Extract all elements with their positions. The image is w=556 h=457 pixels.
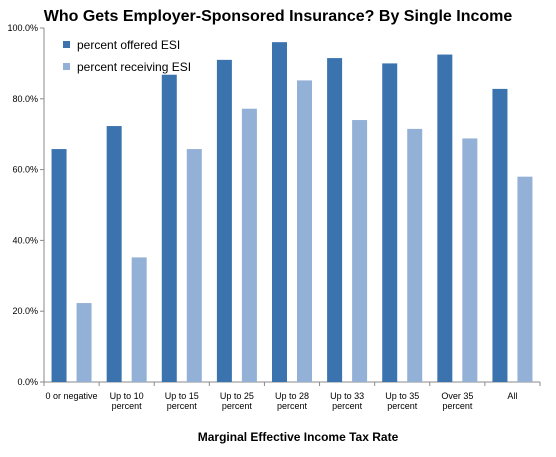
bar-offered bbox=[51, 149, 67, 382]
x-tick-label: Up to 28 percent bbox=[275, 391, 309, 411]
bar-offered bbox=[327, 58, 343, 383]
bar-receiving bbox=[241, 108, 257, 382]
y-tick-label: 60.0% bbox=[12, 165, 38, 175]
bar-offered bbox=[216, 59, 232, 383]
x-tick-label: 0 or negative bbox=[46, 391, 98, 401]
legend-swatch-receiving bbox=[63, 63, 70, 70]
bar-offered bbox=[161, 74, 177, 382]
legend-label-offered: percent offered ESI bbox=[77, 38, 180, 52]
axes bbox=[43, 28, 540, 383]
y-tick-label: 20.0% bbox=[12, 306, 38, 316]
bar-receiving bbox=[131, 257, 147, 382]
bar-receiving bbox=[76, 303, 92, 382]
bar-offered bbox=[492, 88, 508, 382]
bar-offered bbox=[106, 126, 122, 382]
y-tick-label: 0.0% bbox=[17, 377, 38, 387]
bar-receiving bbox=[186, 149, 202, 382]
x-tick-label: All bbox=[507, 391, 517, 401]
y-tick-label: 80.0% bbox=[12, 94, 38, 104]
legend-label-receiving: percent receiving ESI bbox=[77, 60, 191, 74]
legend: percent offered ESI percent receiving ES… bbox=[63, 38, 191, 74]
x-tick-label: Up to 35 percent bbox=[385, 391, 419, 411]
legend-swatch-offered bbox=[63, 41, 70, 48]
x-tick-label: Up to 10 percent bbox=[110, 391, 144, 411]
bars bbox=[51, 42, 533, 383]
bar-offered bbox=[382, 63, 398, 383]
chart-title: Who Gets Employer-Sponsored Insurance? B… bbox=[44, 8, 513, 25]
x-tick-label: Up to 33 percent bbox=[330, 391, 364, 411]
x-axis-ticks: 0 or negative Up to 10 percent Up to 15 perc… bbox=[43, 382, 541, 411]
bar-receiving bbox=[297, 80, 312, 382]
bar-offered bbox=[437, 54, 453, 383]
y-tick-label: 40.0% bbox=[12, 235, 38, 245]
y-axis-ticks: 0.0% 20.0% 40.0% 60.0% 80.0% 100.0% bbox=[7, 23, 44, 387]
y-tick-label: 100.0% bbox=[7, 23, 38, 33]
bar-offered bbox=[272, 42, 287, 382]
bar-receiving bbox=[517, 176, 533, 382]
x-tick-label: Up to 25 percent bbox=[220, 391, 254, 411]
bar-receiving bbox=[352, 120, 368, 382]
x-axis-label: Marginal Effective Income Tax Rate bbox=[198, 430, 399, 444]
bar-receiving bbox=[407, 128, 423, 382]
x-tick-label: Up to 15 percent bbox=[165, 391, 199, 411]
x-tick-label: Over 35 percent bbox=[441, 391, 473, 411]
bar-receiving bbox=[462, 138, 478, 382]
